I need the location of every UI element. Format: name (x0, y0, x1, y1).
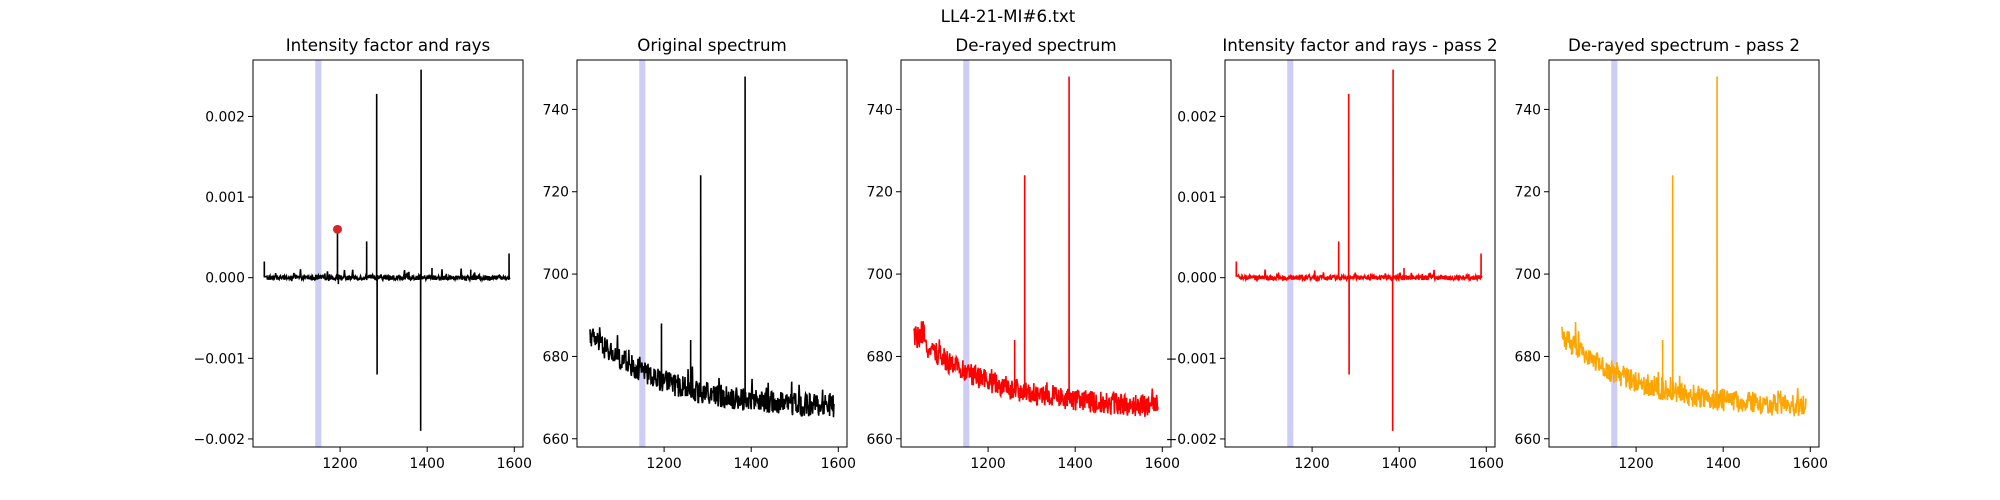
x-tick-label: 1600 (497, 456, 532, 472)
y-tick-label: 680 (1514, 349, 1541, 365)
x-tick-label: 1600 (821, 456, 856, 472)
y-tick-label: 0.001 (205, 190, 245, 206)
y-tick-label: 720 (866, 185, 893, 201)
highlight-band (639, 60, 646, 447)
subplot-title: De-rayed spectrum - pass 2 (1568, 35, 1800, 55)
y-tick-label: 720 (542, 185, 569, 201)
subplot-4: 1200 1400 1600 −0.002 −0.001 0.000 0.001 0.002 I… (1166, 35, 1504, 472)
x-tick-label: 1600 (1469, 456, 1504, 472)
y-tick-label: 0.000 (1177, 271, 1217, 287)
y-tick-label: 680 (866, 349, 893, 365)
x-tick-label: 1600 (1145, 456, 1180, 472)
y-tick-label: 0.002 (1177, 109, 1217, 125)
highlight-band (963, 60, 970, 447)
subplot-5: 1200 1400 1600 660 680 700 720 740 De-rayed spec… (1514, 35, 1827, 472)
subplot-title: Intensity factor and rays (286, 35, 491, 55)
y-tick-label: −0.002 (1166, 432, 1217, 448)
y-tick-label: 660 (1514, 432, 1541, 448)
y-tick-label: 0.002 (205, 109, 245, 125)
highlight-band (1611, 60, 1618, 447)
y-tick-label: −0.001 (1166, 351, 1217, 367)
series-line (1561, 76, 1807, 417)
y-tick-label: 660 (866, 432, 893, 448)
ray-marker-point (332, 224, 342, 234)
x-tick-label: 1400 (1382, 456, 1417, 472)
axes-frame (900, 59, 1172, 448)
subplot-title: Original spectrum (637, 35, 787, 55)
y-tick-label: 0.001 (1177, 190, 1217, 206)
highlight-band (315, 60, 322, 447)
x-tick-label: 1200 (646, 456, 681, 472)
x-tick-label: 1200 (322, 456, 357, 472)
y-tick-label: 660 (542, 432, 569, 448)
x-tick-label: 1200 (1618, 456, 1653, 472)
axes-frame (252, 59, 524, 448)
subplot-3: 1200 1400 1600 660 680 700 720 740 De-rayed spec… (866, 35, 1179, 472)
x-tick-label: 1400 (1706, 456, 1741, 472)
y-tick-label: 700 (1514, 267, 1541, 283)
x-tick-label: 1200 (970, 456, 1005, 472)
x-tick-label: 1400 (410, 456, 445, 472)
x-tick-label: 1400 (734, 456, 769, 472)
subplot-1: 1200 1400 1600 −0.002 −0.001 0.000 0.001 0.002 I… (194, 35, 532, 472)
y-tick-label: 720 (1514, 185, 1541, 201)
subplot-2: 1200 1400 1600 660 680 700 720 740 Original spec… (542, 35, 855, 472)
y-tick-label: −0.002 (194, 432, 245, 448)
y-tick-label: 740 (1514, 102, 1541, 118)
y-tick-label: 680 (542, 349, 569, 365)
series-line (913, 76, 1159, 417)
x-tick-label: 1400 (1058, 456, 1093, 472)
highlight-band (1287, 60, 1294, 447)
y-tick-label: 0.000 (205, 271, 245, 287)
subplot-title: De-rayed spectrum (955, 35, 1116, 55)
axes-frame (1548, 59, 1820, 448)
x-tick-label: 1600 (1793, 456, 1828, 472)
y-tick-label: −0.001 (194, 351, 245, 367)
y-tick-label: 700 (542, 267, 569, 283)
subplots: 1200 1400 1600 −0.002 −0.001 0.000 0.001 0.002 I… (194, 35, 1828, 472)
series-line (589, 76, 835, 418)
figure-suptitle: LL4-21-MI#6.txt (941, 6, 1076, 26)
series-line (263, 69, 511, 431)
subplot-title: Intensity factor and rays - pass 2 (1222, 35, 1497, 55)
y-tick-label: 700 (866, 267, 893, 283)
y-tick-label: 740 (542, 102, 569, 118)
series-line (1235, 69, 1483, 431)
axes-frame (1224, 59, 1496, 448)
x-tick-label: 1200 (1294, 456, 1329, 472)
axes-frame (576, 59, 848, 448)
y-tick-label: 740 (866, 102, 893, 118)
